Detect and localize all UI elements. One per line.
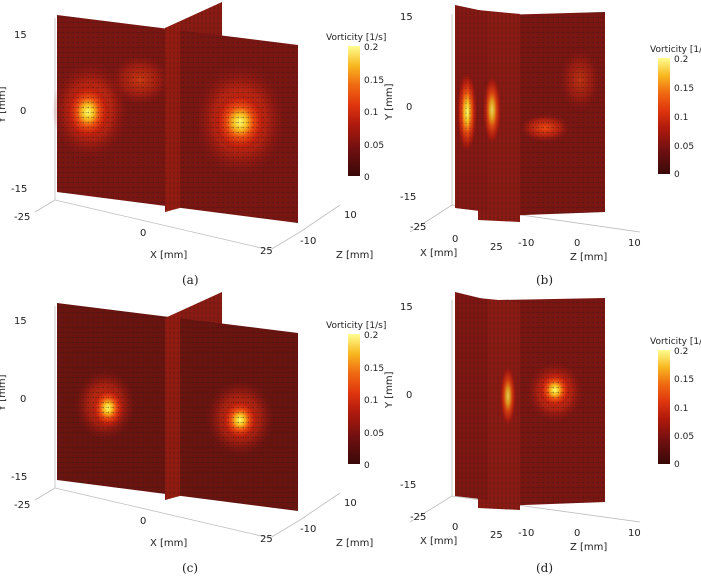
cbtick-b-4: 0 — [674, 170, 680, 180]
colorbar-a — [348, 46, 360, 176]
colorbar-title-a: Vorticity [1/s] — [326, 33, 386, 43]
cbtick-d-0: 0.2 — [674, 347, 688, 357]
xlabel-c: X [mm] — [150, 538, 187, 549]
cbtick-b-2: 0.1 — [674, 113, 688, 123]
caption-c: (c) — [182, 561, 198, 575]
xlabel-b: X [mm] — [420, 248, 457, 259]
cbtick-d-4: 0 — [674, 460, 680, 470]
zlabel-a: Z [mm] — [336, 250, 373, 261]
xtick-d-m25: -25 — [410, 512, 426, 523]
ztick-c-m10: -10 — [300, 524, 316, 535]
ytick-a-0: 0 — [20, 106, 26, 117]
ylabel-c: Y [mm] — [0, 374, 8, 412]
xtick-a-25: 25 — [260, 246, 273, 257]
caption-b: (b) — [536, 273, 553, 287]
xtick-a-m25: -25 — [14, 212, 30, 223]
cbtick-a-0: 0.2 — [364, 43, 378, 53]
ztick-b-10: 10 — [628, 238, 641, 249]
ytick-b-15: 15 — [400, 12, 413, 23]
zlabel-c: Z [mm] — [336, 538, 373, 549]
zlabel-d: Z [mm] — [570, 542, 607, 553]
cbtick-a-4: 0 — [364, 173, 370, 183]
colorbar-b — [658, 58, 670, 174]
cbtick-c-1: 0.15 — [364, 364, 384, 374]
cbtick-b-3: 0.05 — [674, 142, 694, 152]
cbtick-d-1: 0.15 — [674, 375, 694, 385]
panel-b: 15 0 -15 Y [mm] -25 0 25 X [mm] -10 0 10… — [384, 5, 701, 287]
cbtick-b-0: 0.2 — [674, 55, 688, 65]
ytick-c-15: 15 — [14, 316, 27, 327]
ylabel-d: Y [mm] — [384, 371, 395, 409]
panel-d: 15 0 -15 Y [mm] -25 0 25 X [mm] -10 0 10… — [384, 292, 701, 575]
ytick-c-m15: -15 — [11, 472, 27, 483]
ytick-b-m15: -15 — [400, 192, 416, 203]
ytick-a-15: 15 — [14, 30, 27, 41]
ytick-d-0: 0 — [406, 390, 412, 401]
xtick-c-25: 25 — [260, 534, 273, 545]
ytick-d-m15: -15 — [400, 480, 416, 491]
zlabel-b: Z [mm] — [570, 252, 607, 263]
cbtick-a-3: 0.05 — [364, 141, 384, 151]
ylabel-b: Y [mm] — [384, 83, 395, 121]
cbtick-d-3: 0.05 — [674, 432, 694, 442]
xtick-c-m25: -25 — [14, 500, 30, 511]
xtick-d-0: 0 — [452, 522, 458, 533]
ytick-b-0: 0 — [406, 102, 412, 113]
cbtick-c-4: 0 — [364, 461, 370, 471]
ytick-d-15: 15 — [400, 302, 413, 313]
cbtick-c-3: 0.05 — [364, 429, 384, 439]
caption-d: (d) — [536, 561, 553, 575]
colorbar-d — [658, 350, 670, 464]
cbtick-c-0: 0.2 — [364, 331, 378, 341]
xlabel-a: X [mm] — [150, 250, 187, 261]
colorbar-title-b: Vorticity [1/s] — [650, 45, 701, 55]
colorbar-title-d: Vorticity [1/s] — [650, 337, 701, 347]
ztick-d-0: 0 — [574, 528, 580, 539]
cbtick-b-1: 0.15 — [674, 84, 694, 94]
ztick-a-m10: -10 — [300, 236, 316, 247]
xtick-c-0: 0 — [140, 516, 146, 527]
cbtick-a-1: 0.15 — [364, 76, 384, 86]
cbtick-c-2: 0.1 — [364, 396, 378, 406]
colorbar-c — [348, 334, 360, 464]
ztick-a-10: 10 — [344, 210, 357, 221]
xtick-b-m25: -25 — [410, 222, 426, 233]
cbtick-d-2: 0.1 — [674, 404, 688, 414]
colorbar-title-c: Vorticity [1/s] — [326, 321, 386, 331]
ytick-a-m15: -15 — [11, 184, 27, 195]
xlabel-d: X [mm] — [420, 536, 457, 547]
xtick-b-0: 0 — [452, 234, 458, 245]
caption-a: (a) — [182, 273, 199, 287]
xtick-d-25: 25 — [490, 530, 503, 541]
ztick-b-0: 0 — [574, 238, 580, 249]
ztick-d-10: 10 — [628, 528, 641, 539]
ztick-d-m10: -10 — [518, 528, 534, 539]
xtick-b-25: 25 — [490, 242, 503, 253]
panel-a: 15 0 -15 Y [mm] -25 0 25 X [mm] 10 -10 Z… — [0, 2, 386, 287]
cbtick-a-2: 0.1 — [364, 108, 378, 118]
xtick-a-0: 0 — [140, 228, 146, 239]
ylabel-a: Y [mm] — [0, 86, 8, 124]
panel-c: 15 0 -15 Y [mm] -25 0 25 X [mm] 10 -10 Z… — [0, 292, 386, 575]
ztick-b-m10: -10 — [518, 238, 534, 249]
ytick-c-0: 0 — [20, 394, 26, 405]
ztick-c-10: 10 — [344, 498, 357, 509]
